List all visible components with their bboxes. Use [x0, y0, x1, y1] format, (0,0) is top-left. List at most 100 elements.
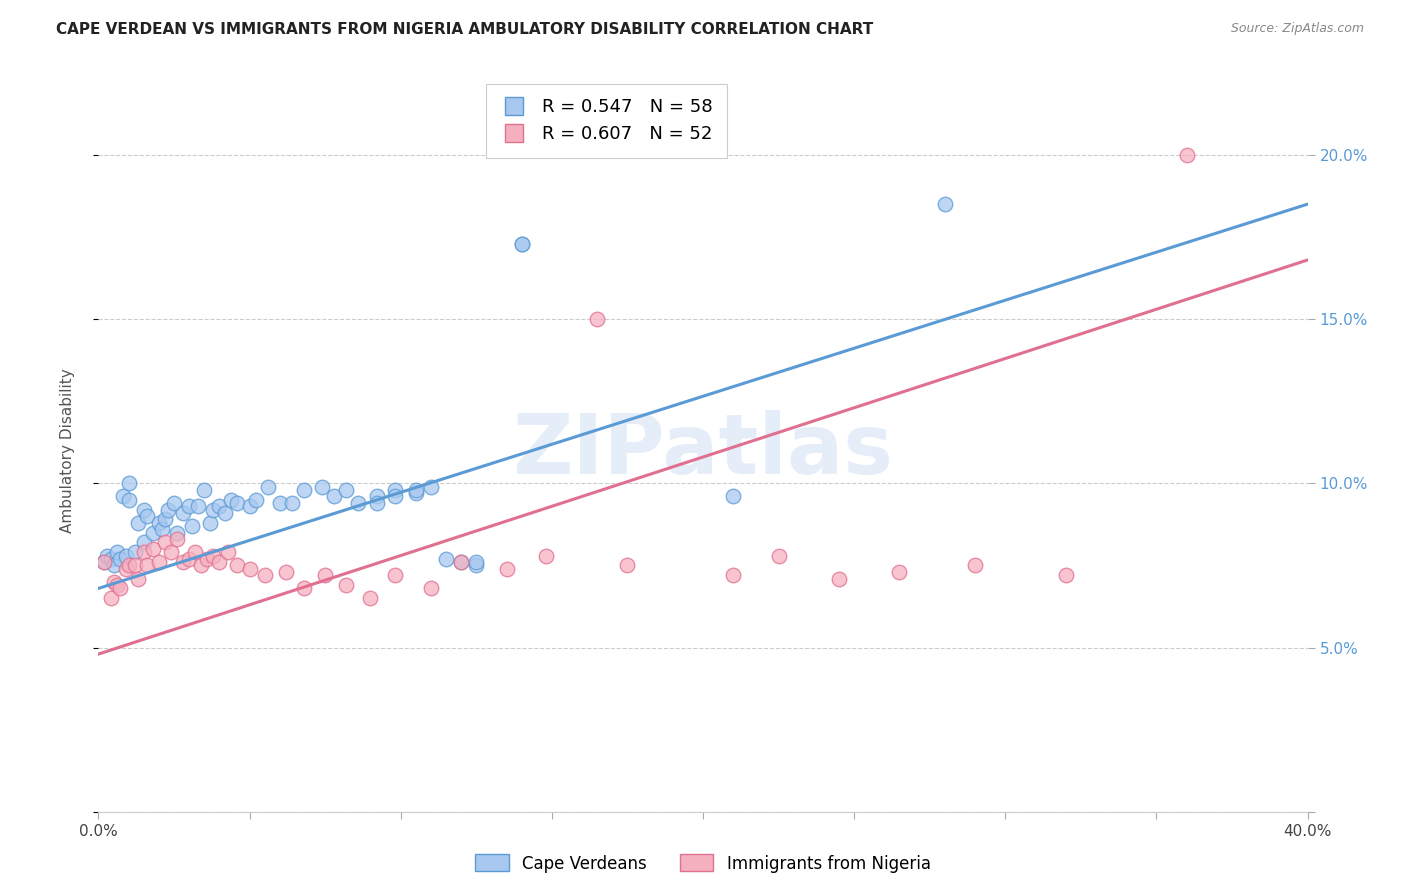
Point [179, 551, 201, 566]
Point [163, 496, 186, 510]
Point [226, 558, 249, 573]
Point [384, 490, 406, 504]
Point [256, 480, 278, 494]
Point [828, 572, 851, 586]
Point [314, 568, 336, 582]
Point [269, 496, 291, 510]
Point [226, 496, 249, 510]
Point [142, 525, 165, 540]
Point [153, 535, 176, 549]
Point [253, 568, 276, 582]
Point [616, 558, 638, 573]
Point [127, 572, 149, 586]
Point [217, 545, 239, 559]
Point [93, 555, 115, 569]
Point [323, 490, 346, 504]
Point [214, 506, 236, 520]
Point [208, 555, 231, 569]
Point [465, 558, 488, 573]
Point [118, 476, 141, 491]
Point [405, 486, 427, 500]
Point [166, 532, 188, 546]
Point [965, 558, 987, 573]
Point [221, 492, 243, 507]
Point [347, 496, 370, 510]
Point [142, 541, 165, 556]
Point [193, 483, 215, 497]
Point [239, 562, 262, 576]
Point [202, 549, 225, 563]
Point [184, 545, 207, 559]
Point [135, 558, 157, 573]
Point [93, 555, 115, 569]
Point [187, 500, 209, 514]
Point [100, 591, 122, 606]
Point [366, 496, 388, 510]
Point [132, 545, 155, 559]
Point [1054, 568, 1077, 582]
Point [465, 555, 488, 569]
Point [934, 197, 956, 211]
Text: ZIPatlas: ZIPatlas [513, 410, 893, 491]
Point [195, 551, 218, 566]
Point [132, 502, 155, 516]
Point [124, 558, 146, 573]
Point [239, 500, 262, 514]
Point [166, 525, 188, 540]
Point [181, 519, 204, 533]
Point [103, 558, 125, 573]
Point [889, 565, 911, 579]
Point [118, 558, 141, 573]
Point [405, 483, 427, 497]
Point [114, 562, 136, 576]
Point [768, 549, 790, 563]
Point [108, 582, 131, 596]
Point [281, 496, 304, 510]
Point [190, 558, 212, 573]
Point [153, 512, 176, 526]
Point [127, 516, 149, 530]
Point [118, 492, 141, 507]
Point [450, 555, 472, 569]
Point [434, 551, 457, 566]
Point [105, 545, 128, 559]
Point [96, 549, 118, 563]
Point [208, 500, 231, 514]
Point [160, 545, 183, 559]
Point [135, 509, 157, 524]
Point [450, 555, 472, 569]
Point [420, 480, 443, 494]
Point [124, 545, 146, 559]
Point [111, 490, 134, 504]
Point [495, 562, 517, 576]
Point [360, 591, 382, 606]
Point [384, 568, 406, 582]
Point [156, 502, 179, 516]
Point [100, 551, 122, 566]
Legend: R = 0.547   N = 58, R = 0.607   N = 52: R = 0.547 N = 58, R = 0.607 N = 52 [485, 84, 727, 158]
Point [384, 483, 406, 497]
Point [114, 549, 136, 563]
Text: CAPE VERDEAN VS IMMIGRANTS FROM NIGERIA AMBULATORY DISABILITY CORRELATION CHART: CAPE VERDEAN VS IMMIGRANTS FROM NIGERIA … [56, 22, 873, 37]
Point [148, 516, 170, 530]
Point [534, 549, 557, 563]
Point [335, 578, 357, 592]
Point [366, 490, 388, 504]
Point [292, 582, 315, 596]
Text: Source: ZipAtlas.com: Source: ZipAtlas.com [1230, 22, 1364, 36]
Point [274, 565, 297, 579]
Point [586, 312, 609, 326]
Point [172, 555, 194, 569]
Point [510, 236, 533, 251]
Y-axis label: Ambulatory Disability: Ambulatory Disability [60, 368, 75, 533]
Point [292, 483, 315, 497]
Point [148, 555, 170, 569]
Point [1175, 148, 1198, 162]
Point [202, 502, 225, 516]
Point [311, 480, 333, 494]
Point [510, 236, 533, 251]
Point [172, 506, 194, 520]
Point [103, 574, 125, 589]
Legend: Cape Verdeans, Immigrants from Nigeria: Cape Verdeans, Immigrants from Nigeria [468, 847, 938, 880]
Point [132, 535, 155, 549]
